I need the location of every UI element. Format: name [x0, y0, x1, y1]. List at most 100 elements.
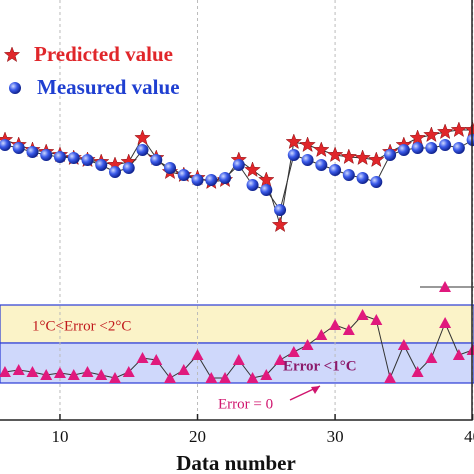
triangle-marker	[12, 364, 25, 375]
triangle-marker	[260, 369, 273, 380]
circle-marker	[329, 164, 342, 176]
star-marker	[299, 136, 316, 153]
star-marker	[423, 126, 440, 143]
triangle-marker	[81, 366, 94, 377]
annotation: 1°C<Error <2°C	[32, 318, 131, 334]
star-marker	[354, 149, 371, 166]
x-tick-label: 10	[51, 427, 68, 446]
triangle-marker	[301, 339, 314, 350]
triangle-marker	[411, 366, 424, 377]
star-marker	[285, 133, 303, 150]
circle-marker	[81, 154, 94, 166]
triangle-marker	[177, 364, 190, 375]
annotation: Error = 0	[218, 396, 273, 412]
triangle-marker	[439, 317, 452, 328]
circle-marker	[191, 174, 204, 186]
circle-marker	[12, 142, 25, 154]
triangle-marker	[232, 354, 245, 365]
circle-marker	[342, 169, 355, 181]
circle-marker	[164, 162, 177, 174]
triangle-marker	[0, 366, 11, 377]
circle-marker	[53, 151, 66, 163]
circle-marker	[177, 169, 190, 181]
circle-marker	[26, 146, 39, 158]
circle-marker	[301, 154, 314, 166]
circle-marker	[260, 184, 273, 196]
triangle-marker	[122, 366, 135, 377]
triangle-marker	[452, 349, 465, 360]
circle-marker	[136, 144, 149, 156]
star-marker	[134, 129, 151, 146]
circle-marker	[95, 159, 108, 171]
triangle-marker	[164, 372, 177, 383]
star-marker	[340, 148, 358, 165]
circle-marker	[439, 139, 452, 151]
triangle-marker	[40, 369, 53, 380]
triangle-marker	[150, 354, 163, 365]
star-marker	[368, 151, 385, 168]
triangle-marker	[439, 281, 451, 292]
triangle-marker	[287, 346, 300, 357]
legend-label: Measured value	[37, 75, 180, 99]
plot-frame	[0, 0, 473, 421]
circle-marker	[452, 142, 465, 154]
star-marker	[450, 121, 468, 138]
star-marker	[436, 123, 454, 140]
star-marker	[258, 171, 275, 188]
triangle-marker	[219, 372, 232, 383]
circle-marker	[425, 142, 438, 154]
triangle-marker	[67, 369, 80, 380]
band	[0, 304, 474, 344]
x-tick-label: 40	[464, 427, 474, 446]
triangle-marker	[136, 352, 149, 363]
circle-marker	[287, 149, 300, 161]
circle-marker	[397, 144, 410, 156]
triangle-marker	[356, 309, 369, 320]
triangle-marker	[315, 329, 328, 340]
triangle-marker	[397, 339, 410, 350]
circle-marker	[384, 149, 397, 161]
triangle-marker	[26, 366, 39, 377]
circle-marker	[246, 179, 259, 191]
triangle-marker	[342, 324, 355, 335]
circle-marker	[274, 204, 287, 216]
x-tick-label: 30	[327, 427, 344, 446]
circle-marker	[219, 172, 232, 184]
circle-marker	[411, 142, 424, 154]
circle-marker	[67, 152, 80, 164]
x-axis-label: Data number	[176, 451, 296, 474]
arrow-head	[311, 386, 320, 394]
star-marker	[313, 141, 330, 158]
annotation: Error <1°C	[283, 358, 357, 374]
circle-marker	[9, 82, 21, 94]
x-tick-label: 20	[189, 427, 206, 446]
triangle-marker	[425, 352, 438, 363]
circle-marker	[122, 162, 135, 174]
star-marker	[271, 216, 289, 233]
triangle-marker	[329, 319, 342, 330]
triangle-marker	[384, 372, 397, 383]
triangle-marker	[274, 354, 287, 365]
star-marker	[244, 161, 261, 178]
triangle-marker	[53, 367, 66, 378]
triangle-marker	[370, 314, 383, 325]
circle-marker	[315, 159, 328, 171]
triangle-marker	[246, 372, 259, 383]
star-marker	[3, 46, 21, 63]
circle-marker	[40, 149, 53, 161]
circle-marker	[0, 139, 11, 151]
circle-marker	[370, 176, 383, 188]
circle-marker	[205, 174, 218, 186]
triangle-marker	[108, 372, 121, 383]
star-marker	[326, 146, 344, 163]
triangle-marker	[205, 372, 218, 383]
triangle-marker	[95, 369, 108, 380]
star-marker	[409, 129, 426, 146]
legend-label: Predicted value	[34, 42, 173, 66]
circle-marker	[356, 172, 369, 184]
circle-marker	[466, 134, 474, 146]
circle-marker	[232, 159, 245, 171]
circle-marker	[108, 166, 121, 178]
triangle-marker	[191, 349, 204, 360]
